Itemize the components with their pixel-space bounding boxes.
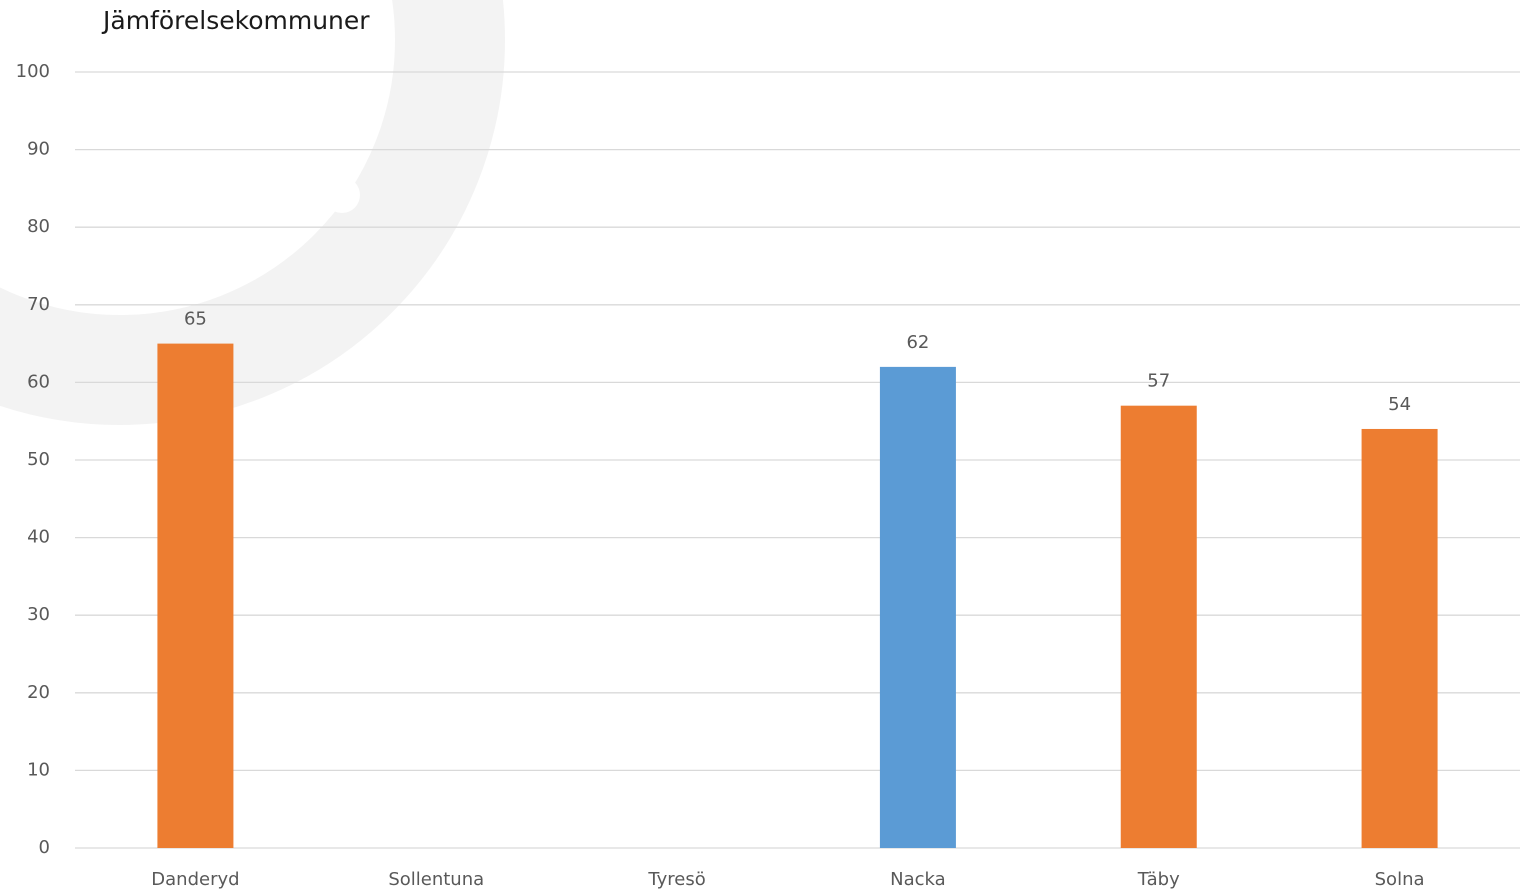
y-tick-label: 70 (27, 294, 50, 315)
bar (1361, 428, 1438, 848)
y-tick-label: 90 (27, 139, 50, 160)
bar (1120, 405, 1197, 848)
x-tick-label: Nacka (890, 869, 946, 890)
y-tick-label: 80 (27, 216, 50, 237)
data-label: 57 (1147, 371, 1170, 392)
y-tick-label: 60 (27, 371, 50, 392)
data-label: 54 (1388, 394, 1411, 415)
data-label: 65 (184, 309, 207, 330)
x-tick-label: Tyresö (647, 869, 705, 890)
watermark (0, 0, 505, 425)
chart-title: Jämförelsekommuner (101, 6, 370, 35)
y-tick-label: 100 (16, 61, 50, 82)
x-tick-label: Sollentuna (388, 869, 484, 890)
watermark-dot (50, 80, 86, 116)
y-tick-label: 10 (27, 759, 50, 780)
y-tick-label: 0 (39, 837, 50, 858)
watermark-ring (0, 0, 505, 425)
x-tick-label: Danderyd (151, 869, 239, 890)
watermark-dot (324, 177, 360, 213)
bar (157, 343, 234, 848)
y-tick-label: 50 (27, 449, 50, 470)
x-tick-label: Täby (1137, 869, 1180, 890)
y-tick-label: 20 (27, 682, 50, 703)
y-tick-label: 40 (27, 527, 50, 548)
y-tick-label: 30 (27, 604, 50, 625)
data-label: 62 (906, 332, 929, 353)
x-tick-label: Solna (1375, 869, 1425, 890)
bar (879, 366, 956, 848)
